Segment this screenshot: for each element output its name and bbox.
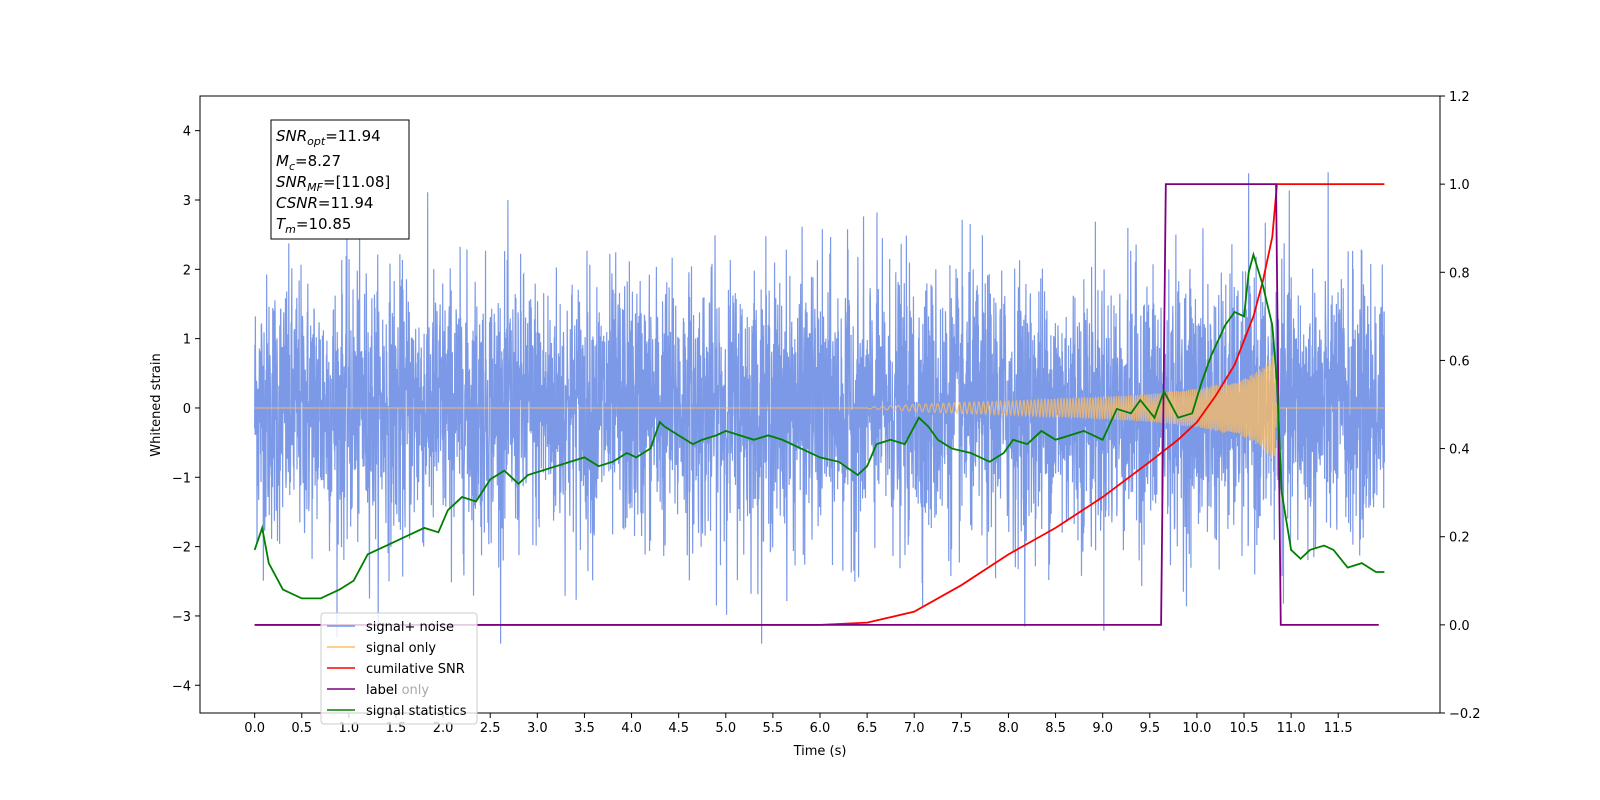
x-axis-label: Time (s) xyxy=(793,744,847,759)
y-right-tick-label: 0.4 xyxy=(1449,443,1470,458)
y-axis-left: 4 3 2 1 0 −1 −2 −3 −4 xyxy=(172,125,200,694)
y-tick-label: 0 xyxy=(183,402,191,417)
annotation-snr-mf: SNRMF=[11.08] xyxy=(276,173,390,194)
x-tick-label: 11.0 xyxy=(1277,721,1306,736)
legend-ghost-text: label only xyxy=(366,683,429,698)
x-tick-label: 2.0 xyxy=(433,721,454,736)
x-tick-label: 8.5 xyxy=(1045,721,1066,736)
x-tick-label: 3.0 xyxy=(527,721,548,736)
y-axis-right: 1.2 1.0 0.8 0.6 0.4 0.2 0.0 −0.2 xyxy=(1440,90,1481,722)
x-tick-label: 10.5 xyxy=(1230,721,1259,736)
legend-entry-label: label xyxy=(366,683,397,698)
legend-entry-signal-only: signal only xyxy=(366,641,436,656)
x-tick-label: 9.5 xyxy=(1139,721,1160,736)
y-tick-label: 4 xyxy=(183,125,191,140)
y-right-tick-label: 1.0 xyxy=(1449,178,1470,193)
y-right-tick-label: 0.8 xyxy=(1449,266,1470,281)
legend-frame xyxy=(320,612,478,725)
x-tick-label: 4.5 xyxy=(668,721,689,736)
x-tick-label: 6.5 xyxy=(857,721,878,736)
x-tick-label: 10.0 xyxy=(1182,721,1211,736)
series-signal-noise-line xyxy=(254,172,1386,644)
y-tick-label: −2 xyxy=(172,541,191,556)
annotation-tm: Tm=10.85 xyxy=(276,215,351,236)
legend-entry-signal-noise: signal+ noise xyxy=(366,620,454,635)
plot-area xyxy=(253,172,1386,644)
y-right-tick-label: 0.0 xyxy=(1449,619,1470,634)
y-right-tick-label: 1.2 xyxy=(1449,90,1470,105)
y-tick-label: 2 xyxy=(183,263,191,278)
y-tick-label: −3 xyxy=(172,610,191,625)
x-tick-label: 9.0 xyxy=(1092,721,1113,736)
y-right-tick-label: 0.2 xyxy=(1449,531,1470,546)
annotation-snr-opt: SNRopt=11.94 xyxy=(276,127,381,148)
x-axis: 0.0 0.5 1.0 1.5 2.0 2.5 3.0 3.5 4.0 4.5 5.0 5.5 6.0 6… xyxy=(244,713,1353,736)
annotation-box: SNRopt=11.94 Mc=8.27 SNRMF=[11.08] CSNR=… xyxy=(270,119,410,240)
x-tick-label: 5.0 xyxy=(715,721,736,736)
x-tick-label: 0.0 xyxy=(244,721,265,736)
series-signal-only-line xyxy=(254,355,1385,459)
legend-entry-signal-statistics: signal statistics xyxy=(366,704,467,719)
x-tick-label: 1.5 xyxy=(386,721,407,736)
y-right-tick-label: −0.2 xyxy=(1449,707,1481,722)
y-tick-label: 1 xyxy=(183,333,191,348)
x-tick-label: 5.5 xyxy=(763,721,784,736)
x-tick-label: 7.5 xyxy=(951,721,972,736)
x-tick-label: 2.5 xyxy=(480,721,501,736)
x-tick-label: 1.0 xyxy=(339,721,360,736)
x-tick-label: 0.5 xyxy=(291,721,312,736)
x-tick-label: 7.0 xyxy=(904,721,925,736)
annotation-csnr: CSNR=11.94 xyxy=(276,194,373,212)
y-axis-label: Whitened strain xyxy=(149,353,164,456)
series-signal-statistics-line xyxy=(253,251,1385,600)
series-label-line xyxy=(254,183,1379,626)
y-tick-label: 3 xyxy=(183,194,191,209)
x-tick-label: 4.0 xyxy=(621,721,642,736)
x-tick-label: 3.5 xyxy=(574,721,595,736)
annotation-frame xyxy=(270,119,410,240)
legend: label only signal+ noise signal only cum… xyxy=(320,612,478,725)
y-right-tick-label: 0.6 xyxy=(1449,354,1470,369)
legend-entry-cumulative-snr: cumilative SNR xyxy=(366,662,465,677)
annotation-mc: Mc=8.27 xyxy=(276,152,341,173)
x-tick-label: 8.0 xyxy=(998,721,1019,736)
x-tick-label: 11.5 xyxy=(1324,721,1353,736)
x-tick-label: 6.0 xyxy=(810,721,831,736)
y-tick-label: −1 xyxy=(172,471,191,486)
y-tick-label: −4 xyxy=(172,679,191,694)
